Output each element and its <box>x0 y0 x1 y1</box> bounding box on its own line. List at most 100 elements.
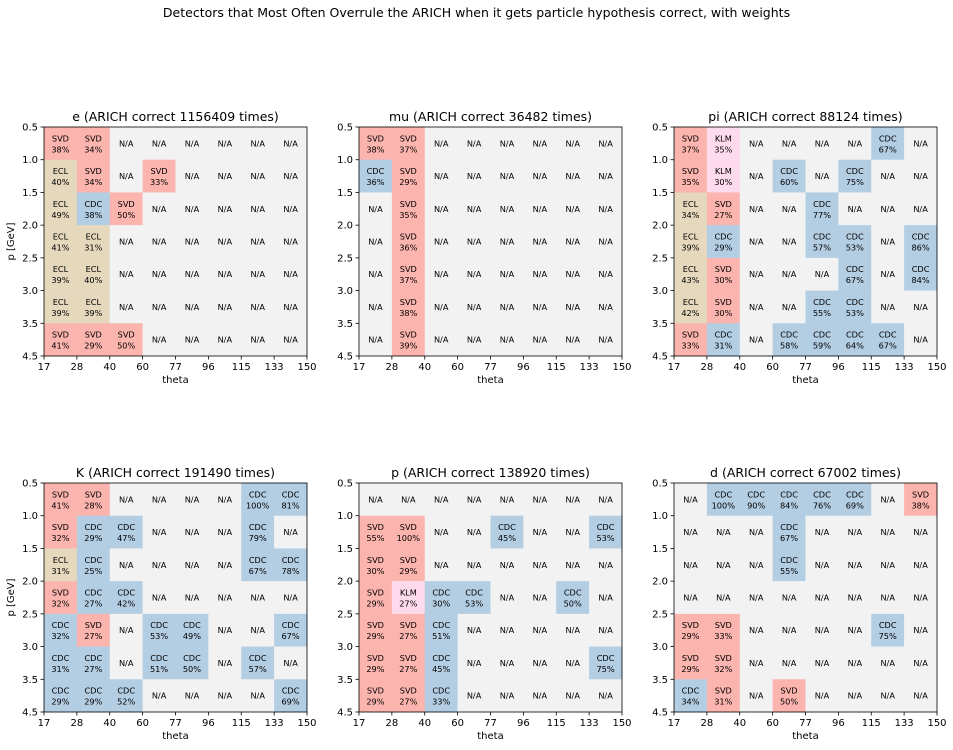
heatmap-cell <box>805 127 839 161</box>
cell-label: N/A <box>848 691 863 701</box>
x-tick-label: 40 <box>103 718 116 729</box>
cell-detector-label: ECL <box>86 264 102 274</box>
heatmap-cell <box>871 192 905 226</box>
heatmap-cell <box>44 159 78 193</box>
heatmap-panel: p (ARICH correct 138920 times) N/A N/A N/A N… <box>337 465 631 742</box>
heatmap-cell <box>706 548 741 582</box>
heatmap-cell <box>556 257 590 291</box>
cell-label: N/A <box>749 335 764 345</box>
heatmap-cell <box>44 257 78 291</box>
cell-detector-label: CDC <box>282 489 300 499</box>
cell-detector-label: CDC <box>183 653 201 663</box>
heatmap-cell <box>359 323 393 357</box>
cell-weight-label: 100% <box>712 500 736 510</box>
cell-weight-label: 43% <box>681 275 699 285</box>
cell-weight-label: 27% <box>399 697 417 707</box>
x-tick-label: 17 <box>353 362 366 373</box>
heatmap-cell <box>805 290 839 324</box>
x-tick-label: 77 <box>484 362 497 373</box>
y-tick-label: 4.5 <box>337 708 353 719</box>
cell-detector-label: CDC <box>117 588 135 598</box>
heatmap-cell <box>391 127 426 161</box>
heatmap-cell <box>175 646 209 680</box>
cell-label: N/A <box>533 204 548 214</box>
cell-label: N/A <box>250 335 265 345</box>
cell-weight-label: 47% <box>117 533 135 543</box>
cell-label: N/A <box>533 494 548 504</box>
heatmap-cell <box>805 679 839 713</box>
heatmap-cell <box>490 127 524 161</box>
cell-weight-label: 35% <box>681 177 699 187</box>
cell-detector-label: CDC <box>249 653 267 663</box>
cell-label: N/A <box>119 625 134 635</box>
x-tick-label: 150 <box>927 718 946 729</box>
heatmap-cell <box>556 290 590 324</box>
cell-label: N/A <box>283 204 298 214</box>
cell-label: N/A <box>250 269 265 279</box>
heatmap-cell <box>457 290 491 324</box>
heatmap-cell <box>589 159 623 193</box>
heatmap-cell <box>838 225 872 259</box>
heatmap-cell <box>523 127 557 161</box>
x-tick-label: 40 <box>418 362 431 373</box>
y-tick-label: 3.0 <box>652 286 668 297</box>
cell-label: N/A <box>218 302 233 312</box>
cell-label: N/A <box>533 625 548 635</box>
cell-detector-label: CDC <box>879 330 897 340</box>
heatmap-cell <box>871 646 905 680</box>
cell-label: N/A <box>185 138 200 148</box>
heatmap-cell <box>706 646 741 680</box>
heatmap-cell <box>142 515 176 549</box>
heatmap-cell <box>76 323 111 357</box>
heatmap-cell <box>871 225 905 259</box>
cell-label: N/A <box>598 302 613 312</box>
cell-label: N/A <box>467 560 482 570</box>
cell-label: N/A <box>119 560 134 570</box>
heatmap-cell <box>904 290 938 324</box>
cell-weight-label: 67% <box>846 275 864 285</box>
heatmap-cell <box>109 483 143 517</box>
heatmap-cell <box>871 548 905 582</box>
cell-label: N/A <box>500 302 515 312</box>
cell-detector-label: CDC <box>432 588 450 598</box>
heatmap-cell <box>109 548 143 582</box>
heatmap-cell <box>391 613 426 647</box>
y-tick-label: 1.0 <box>22 511 38 522</box>
cell-weight-label: 78% <box>281 566 299 576</box>
heatmap-cell <box>359 679 393 713</box>
heatmap-cell <box>76 159 111 193</box>
cell-detector-label: ECL <box>53 555 69 565</box>
x-tick-label: 17 <box>38 718 51 729</box>
cell-label: N/A <box>467 691 482 701</box>
heatmap-cell <box>274 323 308 357</box>
heatmap-cell <box>556 225 590 259</box>
cell-label: N/A <box>152 237 167 247</box>
heatmap-cell <box>359 257 393 291</box>
heatmap-cell <box>424 225 458 259</box>
cell-label: N/A <box>598 593 613 603</box>
heatmap-cell <box>274 548 308 582</box>
cell-weight-label: 75% <box>596 664 614 674</box>
cell-detector-label: SVD <box>715 297 732 307</box>
cell-label: N/A <box>368 237 383 247</box>
cell-detector-label: SVD <box>400 555 417 565</box>
cell-label: N/A <box>749 138 764 148</box>
heatmap-cell <box>175 515 209 549</box>
heatmap-cell <box>674 613 708 647</box>
heatmap-cell <box>556 646 590 680</box>
cell-label: N/A <box>533 138 548 148</box>
cell-label: N/A <box>368 494 383 504</box>
heatmap-cell <box>739 581 773 615</box>
cell-weight-label: 28% <box>84 500 102 510</box>
heatmap-cell <box>208 515 242 549</box>
heatmap-cell <box>359 290 393 324</box>
cell-label: N/A <box>218 625 233 635</box>
heatmap-cell <box>208 159 242 193</box>
cell-weight-label: 34% <box>681 210 699 220</box>
cell-label: N/A <box>250 138 265 148</box>
cell-label: N/A <box>283 237 298 247</box>
cell-label: N/A <box>598 269 613 279</box>
heatmap-cell <box>904 613 938 647</box>
cell-label: N/A <box>913 560 928 570</box>
cell-label: N/A <box>848 625 863 635</box>
